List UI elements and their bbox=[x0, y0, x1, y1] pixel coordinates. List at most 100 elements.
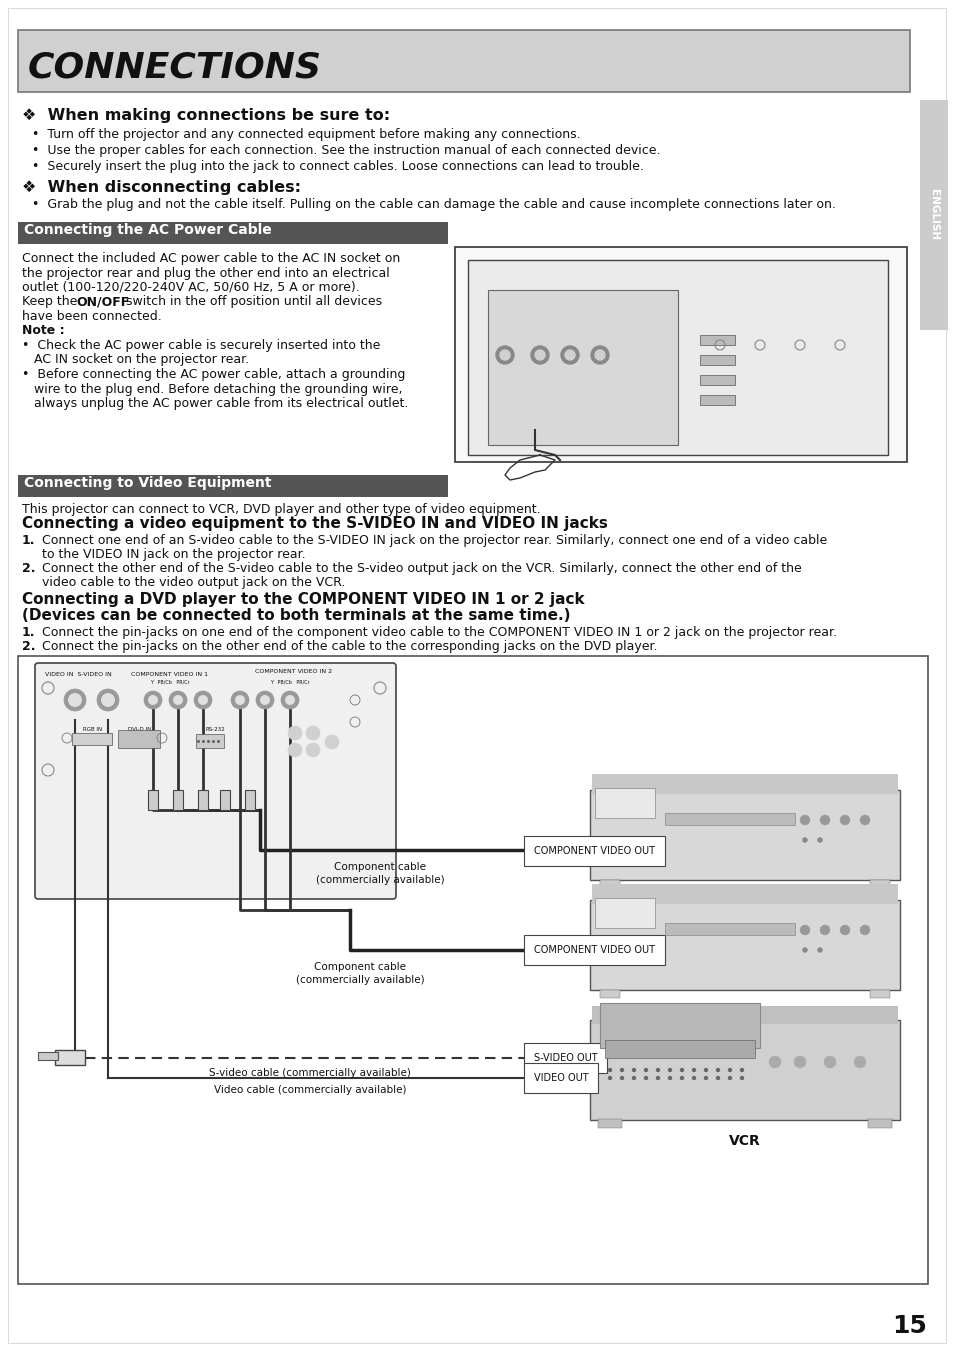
Circle shape bbox=[632, 1077, 635, 1079]
Circle shape bbox=[800, 815, 809, 825]
Circle shape bbox=[679, 1077, 682, 1079]
Text: Note :: Note : bbox=[22, 324, 65, 338]
Text: Connecting to Video Equipment: Connecting to Video Equipment bbox=[24, 476, 272, 490]
Text: VIDEO OUT: VIDEO OUT bbox=[534, 1073, 588, 1084]
Circle shape bbox=[535, 350, 544, 359]
Circle shape bbox=[590, 346, 608, 363]
Circle shape bbox=[817, 838, 821, 842]
Text: Component cable: Component cable bbox=[334, 862, 426, 871]
Circle shape bbox=[703, 1077, 707, 1079]
Circle shape bbox=[325, 735, 338, 748]
Circle shape bbox=[496, 346, 514, 363]
Circle shape bbox=[768, 1056, 781, 1069]
Bar bbox=[604, 1040, 754, 1058]
Circle shape bbox=[231, 690, 249, 709]
Circle shape bbox=[817, 948, 821, 952]
Circle shape bbox=[306, 743, 319, 757]
Text: Connect the other end of the S-video cable to the S-video output jack on the VCR: Connect the other end of the S-video cab… bbox=[42, 562, 801, 576]
Circle shape bbox=[619, 1069, 623, 1071]
Text: ON/OFF: ON/OFF bbox=[76, 296, 129, 308]
Circle shape bbox=[840, 815, 849, 825]
Bar bbox=[700, 394, 734, 405]
Text: to the VIDEO IN jack on the projector rear.: to the VIDEO IN jack on the projector re… bbox=[42, 549, 305, 561]
Circle shape bbox=[679, 1069, 682, 1071]
Text: ENGLISH: ENGLISH bbox=[928, 189, 938, 240]
Circle shape bbox=[820, 815, 829, 825]
Bar bbox=[18, 476, 448, 497]
Circle shape bbox=[716, 1077, 719, 1079]
Bar bbox=[195, 734, 224, 748]
Bar bbox=[869, 990, 889, 998]
Text: COMPONENT VIDEO OUT: COMPONENT VIDEO OUT bbox=[534, 944, 655, 955]
Text: S-video cable (commercially available): S-video cable (commercially available) bbox=[209, 1069, 411, 1078]
Bar bbox=[589, 1020, 899, 1120]
Bar bbox=[18, 30, 909, 92]
Text: Connecting a video equipment to the S-VIDEO IN and VIDEO IN jacks: Connecting a video equipment to the S-VI… bbox=[22, 516, 607, 531]
Circle shape bbox=[68, 693, 82, 707]
Bar bbox=[595, 788, 655, 817]
Circle shape bbox=[595, 350, 604, 359]
Circle shape bbox=[692, 1069, 695, 1071]
Circle shape bbox=[608, 1069, 611, 1071]
Circle shape bbox=[740, 1077, 742, 1079]
Bar bbox=[664, 923, 794, 935]
Text: •  Check the AC power cable is securely inserted into the: • Check the AC power cable is securely i… bbox=[22, 339, 380, 353]
Bar bbox=[700, 355, 734, 365]
Circle shape bbox=[499, 350, 510, 359]
Text: •  Use the proper cables for each connection. See the instruction manual of each: • Use the proper cables for each connect… bbox=[32, 145, 659, 157]
Bar bbox=[595, 898, 655, 928]
Circle shape bbox=[148, 694, 158, 705]
Circle shape bbox=[823, 1056, 835, 1069]
Bar bbox=[38, 1052, 58, 1061]
Bar bbox=[18, 657, 927, 1283]
Bar bbox=[592, 884, 897, 904]
Bar bbox=[599, 1002, 760, 1048]
Text: Y   PB/Cb   PR/Cr: Y PB/Cb PR/Cr bbox=[150, 680, 190, 684]
Text: •  Grab the plug and not the cable itself. Pulling on the cable can damage the c: • Grab the plug and not the cable itself… bbox=[32, 199, 835, 211]
Bar bbox=[198, 790, 208, 811]
Text: ❖  When disconnecting cables:: ❖ When disconnecting cables: bbox=[22, 180, 301, 195]
Circle shape bbox=[656, 1069, 659, 1071]
Circle shape bbox=[728, 1069, 731, 1071]
Circle shape bbox=[64, 689, 86, 711]
Text: 15: 15 bbox=[892, 1315, 926, 1337]
Text: DVD: DVD bbox=[727, 892, 761, 907]
Text: Video cable (commercially available): Video cable (commercially available) bbox=[213, 1085, 406, 1096]
Text: RS-232: RS-232 bbox=[205, 727, 225, 732]
Circle shape bbox=[255, 690, 274, 709]
Bar bbox=[18, 222, 448, 245]
Bar bbox=[488, 290, 678, 444]
Circle shape bbox=[728, 1077, 731, 1079]
Text: outlet (100-120/220-240V AC, 50/60 Hz, 5 A or more).: outlet (100-120/220-240V AC, 50/60 Hz, 5… bbox=[22, 281, 359, 295]
Text: RGB IN: RGB IN bbox=[83, 727, 103, 732]
Circle shape bbox=[281, 690, 298, 709]
Bar bbox=[55, 1050, 85, 1065]
Text: 1.: 1. bbox=[22, 534, 35, 547]
Text: DVD: DVD bbox=[727, 1002, 761, 1016]
Circle shape bbox=[644, 1069, 647, 1071]
Bar bbox=[118, 730, 160, 748]
Text: •  Before connecting the AC power cable, attach a grounding: • Before connecting the AC power cable, … bbox=[22, 367, 405, 381]
Bar bbox=[172, 790, 183, 811]
Bar bbox=[589, 900, 899, 990]
Circle shape bbox=[802, 948, 806, 952]
Circle shape bbox=[800, 925, 809, 935]
Circle shape bbox=[668, 1069, 671, 1071]
Circle shape bbox=[692, 1077, 695, 1079]
Text: Connect the pin-jacks on one end of the component video cable to the COMPONENT V: Connect the pin-jacks on one end of the … bbox=[42, 626, 836, 639]
Text: •  Turn off the projector and any connected equipment before making any connecti: • Turn off the projector and any connect… bbox=[32, 128, 580, 141]
Text: COMPONENT VIDEO IN 2: COMPONENT VIDEO IN 2 bbox=[254, 669, 332, 674]
Bar bbox=[867, 1119, 891, 1128]
Circle shape bbox=[820, 925, 829, 935]
Text: S-VIDEO OUT: S-VIDEO OUT bbox=[534, 1052, 597, 1063]
Text: ❖  When making connections be sure to:: ❖ When making connections be sure to: bbox=[22, 108, 390, 123]
Text: wire to the plug end. Before detaching the grounding wire,: wire to the plug end. Before detaching t… bbox=[22, 382, 402, 396]
Circle shape bbox=[285, 694, 294, 705]
Bar bbox=[71, 734, 112, 744]
Text: This projector can connect to VCR, DVD player and other type of video equipment.: This projector can connect to VCR, DVD p… bbox=[22, 503, 540, 516]
Circle shape bbox=[306, 725, 319, 740]
Text: the projector rear and plug the other end into an electrical: the projector rear and plug the other en… bbox=[22, 266, 390, 280]
FancyBboxPatch shape bbox=[35, 663, 395, 898]
Circle shape bbox=[260, 694, 270, 705]
Bar bbox=[468, 259, 887, 455]
